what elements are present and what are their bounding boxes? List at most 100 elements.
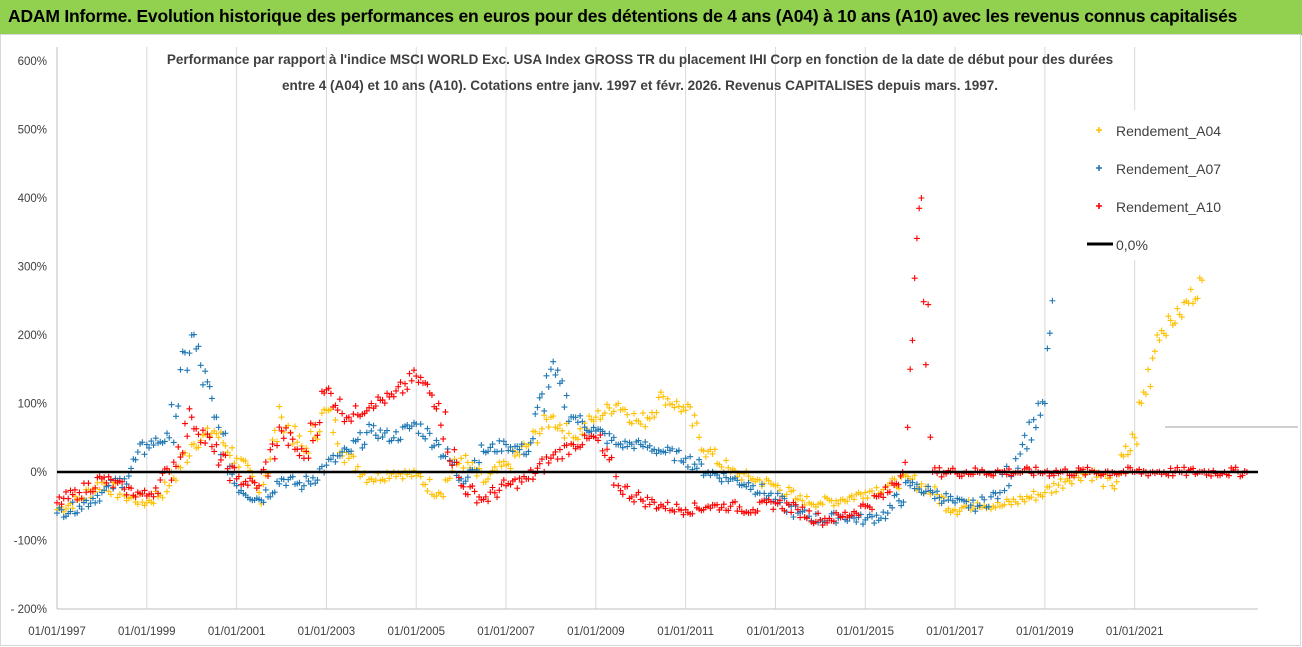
trend-mark (1111, 485, 1118, 492)
trend-mark (415, 379, 422, 386)
trend-mark (898, 502, 905, 509)
trend-mark (395, 383, 402, 390)
trend-mark (628, 441, 635, 448)
trend-mark (94, 479, 101, 486)
data-point (682, 506, 689, 513)
trend-mark (577, 425, 584, 432)
trend-mark (691, 412, 698, 419)
trend-mark (949, 465, 956, 472)
trend-mark (851, 496, 858, 503)
trend-mark (718, 478, 725, 485)
trend-mark (639, 443, 646, 450)
trend-mark (1120, 453, 1127, 460)
chart-legend: Rendement_A04 Rendement_A07 Rendement_A10 0… (1087, 123, 1221, 253)
trend-mark (945, 497, 952, 504)
trend-mark (880, 509, 887, 516)
trend-mark (687, 453, 694, 460)
data-point (413, 373, 420, 380)
trend-mark (610, 434, 617, 441)
trend-mark (164, 488, 171, 495)
trend-mark (491, 463, 498, 470)
trend-mark (224, 449, 231, 456)
chart-title-line-2: entre 4 (A04) et 10 ans (A10). Cotations… (282, 78, 998, 93)
trend-mark (707, 472, 714, 479)
trend-mark (669, 401, 676, 408)
trend-mark (103, 479, 110, 486)
trend-mark (819, 522, 826, 529)
trend-mark (148, 438, 155, 445)
data-point (750, 482, 757, 489)
x-tick-label: 01/01/2001 (208, 626, 266, 638)
trend-mark (170, 459, 177, 466)
trend-mark (426, 430, 433, 437)
trend-mark (689, 422, 696, 429)
trend-mark (536, 394, 543, 401)
trend-mark (909, 479, 916, 486)
trend-mark (222, 452, 229, 459)
trend-mark (404, 421, 411, 428)
trend-mark (1145, 366, 1152, 373)
trend-mark (639, 410, 646, 417)
trend-mark (550, 358, 557, 365)
trend-mark (487, 444, 494, 451)
trend-mark (181, 420, 188, 427)
trend-mark (206, 383, 213, 390)
trend-mark (321, 390, 328, 397)
trend-mark (507, 465, 514, 472)
trend-mark (574, 436, 581, 443)
trend-mark (1044, 345, 1051, 352)
trend-mark (235, 464, 242, 471)
data-point (1131, 434, 1138, 441)
y-tick-label: 400% (18, 193, 47, 205)
trend-mark (767, 498, 774, 505)
trend-mark (283, 482, 290, 489)
trend-mark (215, 462, 222, 469)
trend-mark (377, 427, 384, 434)
trend-mark (276, 403, 283, 410)
trend-mark (350, 411, 357, 418)
trend-mark (756, 477, 763, 484)
trend-mark (559, 427, 566, 434)
trend-mark (776, 487, 783, 494)
trend-mark (940, 497, 947, 504)
trend-mark (635, 418, 642, 425)
trend-mark (931, 483, 938, 490)
trend-mark (922, 361, 929, 368)
trend-mark (512, 452, 519, 459)
trend-mark (565, 418, 572, 425)
data-point (592, 414, 599, 421)
trend-mark (601, 452, 608, 459)
trend-mark (947, 493, 954, 500)
data-point (929, 489, 936, 496)
x-tick-label: 01/01/1999 (118, 626, 176, 638)
trend-mark (226, 477, 233, 484)
trend-mark (678, 408, 685, 415)
trend-mark (332, 458, 339, 465)
trend-mark (471, 488, 478, 495)
trend-mark (1032, 497, 1039, 504)
trend-mark (655, 504, 662, 511)
trend-mark (164, 430, 171, 437)
trend-mark (408, 423, 415, 430)
trend-mark (375, 394, 382, 401)
trend-mark (702, 453, 709, 460)
trend-mark (498, 448, 505, 455)
trend-mark (62, 488, 69, 495)
trend-mark (357, 429, 364, 436)
trend-mark (348, 448, 355, 455)
trend-mark (1194, 295, 1201, 302)
trend-mark (574, 419, 581, 426)
trend-mark (963, 498, 970, 505)
trend-mark (446, 458, 453, 465)
trend-mark (150, 442, 157, 449)
trend-mark (707, 505, 714, 512)
trend-mark (384, 427, 391, 434)
trend-mark (1156, 337, 1163, 344)
data-point (458, 455, 465, 462)
trend-mark (864, 495, 871, 502)
trend-mark (464, 474, 471, 481)
trend-mark (783, 491, 790, 498)
data-point (727, 503, 734, 510)
trend-mark (298, 445, 305, 452)
trend-mark (307, 481, 314, 488)
